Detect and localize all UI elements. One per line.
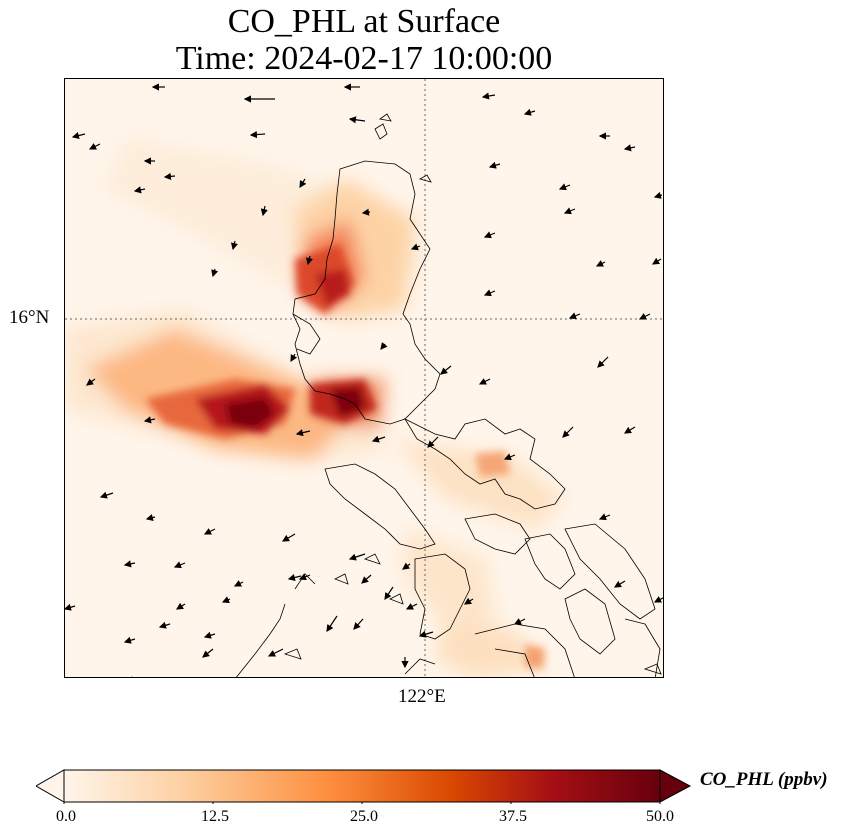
coastlines (236, 113, 662, 677)
map-panel (64, 78, 664, 678)
latitude-tick-label: 16°N (9, 307, 50, 328)
title-line-2: Time: 2024-02-17 10:00:00 (175, 40, 553, 77)
colorbar-tick: 12.5 (201, 808, 229, 825)
colorbar-tick: 25.0 (350, 808, 378, 825)
wind-vectors (65, 83, 663, 677)
co-concentration-field (65, 139, 565, 677)
colorbar-label: CO_PHL (ppbv) (700, 769, 828, 790)
colorbar-tick: 37.5 (499, 808, 527, 825)
map-canvas (65, 79, 663, 677)
colorbar-min-extend (36, 769, 65, 803)
graticule (65, 79, 663, 677)
colorbar (36, 769, 692, 804)
title-line-1: CO_PHL at Surface (227, 3, 501, 40)
longitude-tick-label: 122°E (398, 686, 446, 707)
colorbar-tick: 50.0 (646, 808, 674, 825)
colorbar-max-extend (659, 769, 692, 803)
colorbar-gradient (63, 769, 661, 803)
colorbar-tick: 0.0 (56, 808, 76, 825)
